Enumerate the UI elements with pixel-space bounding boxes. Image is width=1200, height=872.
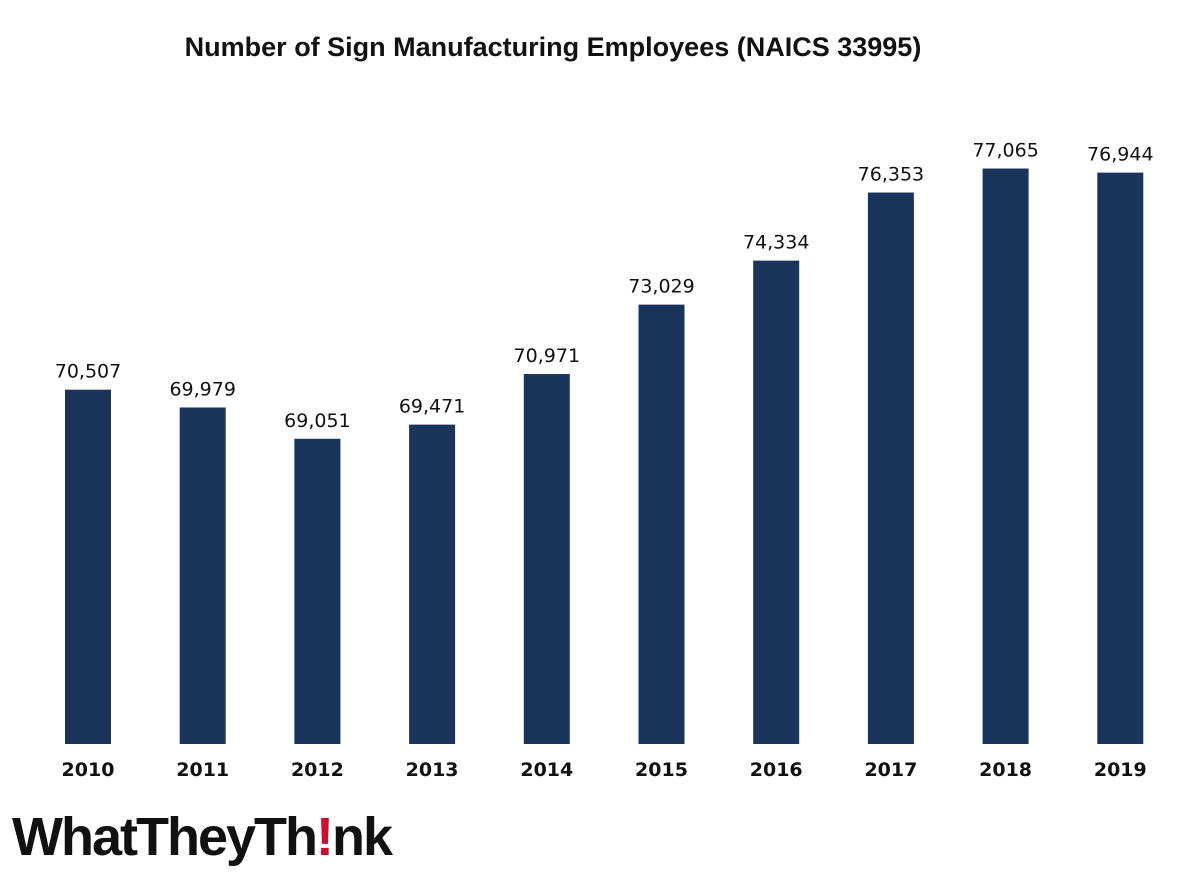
- bar-chart: 70,507 2010 69,979 2011 69,051 2012 69,471 2013…: [55, 140, 1154, 781]
- data-label-2019: 76,944: [1087, 144, 1153, 166]
- data-label-2014: 70,971: [514, 345, 580, 367]
- bar-2017: [867, 192, 914, 744]
- data-label-2012: 69,051: [284, 410, 350, 432]
- x-tick-label-2018: 2018: [979, 759, 1032, 781]
- x-tick-label-2016: 2016: [750, 759, 803, 781]
- bar-2016: [753, 260, 800, 744]
- x-tick-label-2013: 2013: [406, 759, 459, 781]
- data-label-2015: 73,029: [628, 276, 694, 298]
- bar-2013: [409, 424, 456, 744]
- data-label-2016: 74,334: [743, 232, 809, 254]
- x-tick-label-2011: 2011: [176, 759, 229, 781]
- x-tick-label-2010: 2010: [62, 759, 115, 781]
- data-label-2010: 70,507: [55, 361, 121, 383]
- bar-2015: [638, 304, 685, 744]
- bar-2010: [65, 389, 111, 744]
- x-tick-label-2014: 2014: [520, 759, 573, 781]
- logo-text-end: nk: [331, 807, 393, 867]
- bar-2018: [982, 168, 1029, 744]
- bar-2011: [179, 407, 226, 744]
- chart-title: Number of Sign Manufacturing Employees (…: [184, 32, 922, 62]
- x-tick-label-2017: 2017: [864, 759, 917, 781]
- logo-exclamation: !: [315, 807, 334, 867]
- data-label-2017: 76,353: [858, 164, 924, 186]
- x-tick-label-2015: 2015: [635, 759, 688, 781]
- x-tick-label-2019: 2019: [1094, 759, 1147, 781]
- data-label-2018: 77,065: [972, 140, 1038, 162]
- x-tick-label-2012: 2012: [291, 759, 344, 781]
- bar-2012: [294, 438, 341, 744]
- bar-2019: [1097, 172, 1144, 745]
- logo-text-start: WhatTheyTh: [12, 807, 318, 867]
- data-label-2011: 69,979: [169, 378, 235, 400]
- data-label-2013: 69,471: [399, 396, 465, 418]
- whattheythink-logo: WhatTheyTh!nk: [12, 807, 393, 867]
- bar-2014: [523, 374, 570, 744]
